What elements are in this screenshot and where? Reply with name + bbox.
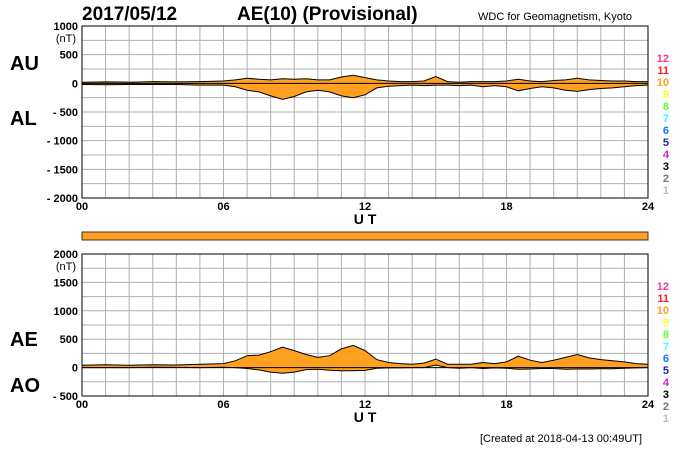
x-tick-label: 18 [500, 201, 512, 213]
y-tick-label: - 500 [53, 391, 78, 403]
upper-index-label: AE [10, 329, 38, 351]
station-count-label: 3 [663, 161, 669, 173]
station-count-label: 11 [657, 293, 669, 305]
x-axis-label: U T [354, 409, 377, 425]
x-tick-label: 06 [217, 201, 229, 213]
station-count-label: 9 [663, 89, 669, 101]
x-axis-label: U T [354, 211, 377, 227]
series-line-al [81, 84, 649, 100]
unit-label: (nT) [56, 33, 76, 45]
series-line-ae [81, 344, 649, 366]
y-tick-label: - 1500 [47, 164, 78, 176]
index-title: AE(10) (Provisional) [237, 4, 418, 25]
station-count-label: 4 [663, 377, 670, 389]
y-tick-label: 500 [60, 50, 78, 62]
station-count-label: 8 [663, 329, 669, 341]
y-tick-label: 1000 [54, 306, 78, 318]
y-tick-label: - 1000 [47, 136, 78, 148]
x-tick-label: 00 [76, 399, 88, 411]
y-tick-label: - 500 [53, 107, 78, 119]
station-count-label: 2 [663, 401, 669, 413]
y-tick-label: 1500 [54, 277, 78, 289]
y-tick-label: 0 [72, 363, 78, 375]
station-count-label: 6 [663, 125, 669, 137]
lower-index-label: AO [10, 375, 40, 397]
y-tick-label: 2000 [54, 249, 78, 261]
station-count-label: 1 [663, 185, 669, 197]
x-tick-label: 00 [76, 201, 88, 213]
station-count-label: 5 [663, 137, 669, 149]
station-count-label: 4 [663, 149, 670, 161]
station-count-label: 12 [657, 53, 669, 65]
x-tick-label: 18 [500, 399, 512, 411]
data-availability-bar [81, 231, 649, 241]
y-tick-label: - 2000 [47, 193, 78, 205]
x-tick-label: 24 [642, 201, 655, 213]
x-tick-label: 12 [359, 201, 371, 213]
station-count-label: 7 [663, 341, 669, 353]
plot-frame [81, 25, 649, 199]
station-count-label: 7 [663, 113, 669, 125]
created-timestamp: [Created at 2018-04-13 00:49UT] [480, 433, 643, 445]
station-count-label: 12 [657, 281, 669, 293]
unit-label: (nT) [56, 261, 76, 273]
plot-frame [81, 253, 649, 397]
x-tick-label: 24 [642, 399, 655, 411]
date-title: 2017/05/12 [82, 4, 178, 25]
station-count-label: 5 [663, 365, 669, 377]
y-tick-label: 500 [60, 334, 78, 346]
y-tick-label: 0 [72, 78, 78, 90]
station-count-label: 11 [657, 65, 669, 77]
x-tick-label: 06 [217, 399, 229, 411]
x-tick-label: 12 [359, 399, 371, 411]
y-tick-label: 1000 [54, 21, 78, 33]
station-count-label: 8 [663, 101, 669, 113]
station-count-label: 1 [663, 413, 669, 425]
area-fill-ae-ao [82, 345, 648, 374]
station-count-label: 2 [663, 173, 669, 185]
station-count-label: 10 [657, 305, 669, 317]
station-count-label: 10 [657, 77, 669, 89]
station-count-label: 3 [663, 389, 669, 401]
station-count-label: 9 [663, 317, 669, 329]
series-line-au [81, 74, 648, 83]
upper-index-label: AU [10, 53, 39, 75]
station-count-label: 6 [663, 353, 669, 365]
lower-index-label: AL [10, 108, 37, 130]
organization-label: WDC for Geomagnetism, Kyoto [478, 11, 633, 23]
